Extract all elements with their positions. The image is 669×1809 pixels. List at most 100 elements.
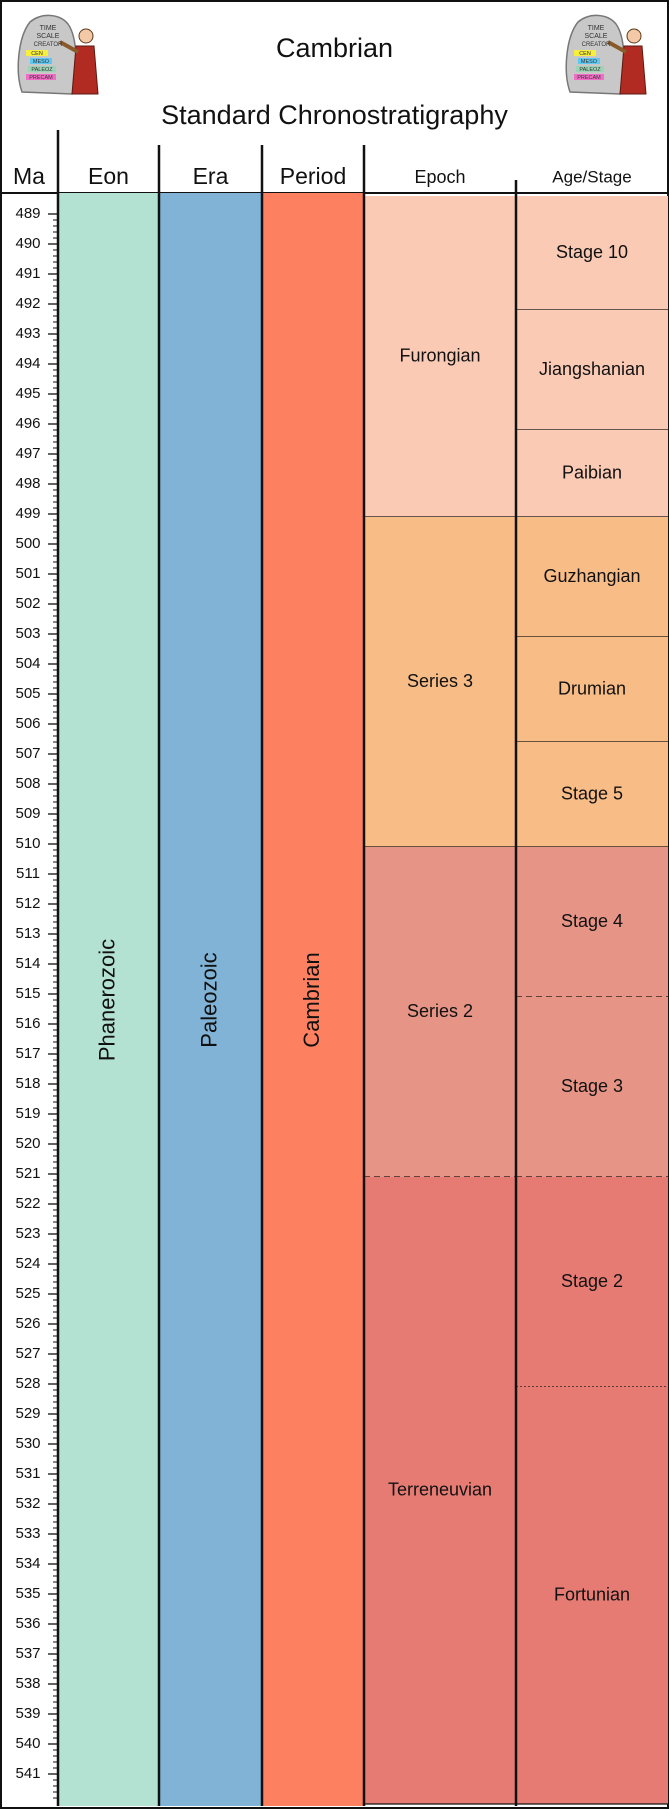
svg-text:CREATOR: CREATOR — [34, 42, 63, 48]
axis-tick-label: 540 — [15, 1735, 40, 1752]
axis-tick-label: 536 — [15, 1615, 40, 1632]
axis-tick-label: 541 — [15, 1765, 40, 1782]
axis-label-ma: Ma — [13, 163, 45, 189]
axis-tick-label: 527 — [15, 1345, 40, 1362]
axis-tick-label: 531 — [15, 1465, 40, 1482]
eon-unit-fill — [58, 193, 159, 1806]
stage-unit-3 — [516, 430, 668, 517]
time-scale-creator-logo-right: TIME SCALE CREATOR CEN MESO PALEOZ PRECA… — [565, 14, 647, 95]
svg-text:PRECAM: PRECAM — [577, 75, 601, 81]
axis-tick-label: 533 — [15, 1525, 40, 1542]
axis-tick-label: 508 — [15, 775, 40, 792]
axis-tick-label: 515 — [15, 985, 40, 1002]
axis-tick-label: 520 — [15, 1135, 40, 1152]
stage-label-5: Drumian — [558, 678, 626, 698]
svg-text:CEN: CEN — [579, 51, 591, 57]
stage-label-3: Paibian — [562, 462, 622, 482]
period-unit-fill — [262, 193, 364, 1806]
axis-tick-label: 493 — [15, 325, 40, 342]
svg-text:MESO: MESO — [581, 59, 598, 65]
axis-tick-label: 528 — [15, 1375, 40, 1392]
axis-tick-label: 499 — [15, 505, 40, 522]
axis-tick-label: 492 — [15, 295, 40, 312]
svg-text:PRECAM: PRECAM — [29, 75, 53, 81]
axis-tick-label: 494 — [15, 355, 40, 372]
period-unit-label: Cambrian — [299, 952, 324, 1047]
axis-tick-label: 516 — [15, 1015, 40, 1032]
axis-tick-label: 518 — [15, 1075, 40, 1092]
axis-tick-label: 523 — [15, 1225, 40, 1242]
stage-label-10: Fortunian — [554, 1584, 630, 1604]
axis-tick-label: 522 — [15, 1195, 40, 1212]
epoch-label-1: Furongian — [399, 345, 480, 365]
era-unit-label: Paleozoic — [196, 952, 221, 1047]
stage-unit-7 — [516, 847, 668, 997]
axis-tick-label: 521 — [15, 1165, 40, 1182]
axis-tick-label: 491 — [15, 265, 40, 282]
svg-text:CEN: CEN — [31, 51, 43, 57]
axis-tick-label: 535 — [15, 1585, 40, 1602]
chart-subtitle: Standard Chronostratigraphy — [161, 100, 508, 130]
svg-text:TIME: TIME — [588, 25, 605, 32]
axis-tick-label: 500 — [15, 535, 40, 552]
stage-label-6: Stage 5 — [561, 783, 623, 803]
svg-text:CREATOR: CREATOR — [582, 42, 611, 48]
axis-tick-label: 489 — [15, 205, 40, 222]
axis-tick-label: 507 — [15, 745, 40, 762]
stage-unit-2 — [516, 310, 668, 430]
axis-tick-label: 513 — [15, 925, 40, 942]
svg-text:SCALE: SCALE — [585, 33, 608, 40]
axis-tick-label: 490 — [15, 235, 40, 252]
axis-tick-label: 539 — [15, 1705, 40, 1722]
axis-tick-label: 509 — [15, 805, 40, 822]
time-scale-creator-logo-left: TIME SCALE CREATOR CEN MESO PALEOZ PRECA… — [17, 14, 99, 95]
axis-tick-label: 505 — [15, 685, 40, 702]
stage-unit-4 — [516, 517, 668, 637]
axis-tick-label: 514 — [15, 955, 40, 972]
epoch-unit-1 — [364, 196, 516, 517]
axis-tick-label: 530 — [15, 1435, 40, 1452]
axis-tick-label: 496 — [15, 415, 40, 432]
eon-unit-label: Phanerozoic — [94, 939, 119, 1061]
axis-tick-label: 501 — [15, 565, 40, 582]
svg-text:PALEOZ: PALEOZ — [31, 67, 53, 73]
era-unit-fill — [159, 193, 262, 1806]
column-header-eon: Eon — [88, 163, 129, 189]
axis-tick-label: 502 — [15, 595, 40, 612]
column-header-period: Period — [280, 163, 346, 189]
column-header-era: Era — [193, 163, 229, 189]
axis-tick-label: 510 — [15, 835, 40, 852]
stage-unit-5 — [516, 637, 668, 742]
axis-tick-label: 506 — [15, 715, 40, 732]
stage-unit-6 — [516, 742, 668, 847]
svg-text:TIME: TIME — [40, 25, 57, 32]
axis-tick-label: 498 — [15, 475, 40, 492]
axis-tick-label: 519 — [15, 1105, 40, 1122]
axis-tick-label: 525 — [15, 1285, 40, 1302]
svg-text:SCALE: SCALE — [37, 33, 60, 40]
epoch-label-4: Terreneuvian — [388, 1479, 492, 1499]
epoch-label-3: Series 2 — [407, 1001, 473, 1021]
stage-label-2: Jiangshanian — [539, 359, 645, 379]
axis-tick-label: 517 — [15, 1045, 40, 1062]
epoch-unit-2 — [364, 517, 516, 847]
svg-text:PALEOZ: PALEOZ — [579, 67, 601, 73]
axis-tick-label: 504 — [15, 655, 40, 672]
axis-tick-label: 534 — [15, 1555, 40, 1572]
svg-text:MESO: MESO — [33, 59, 50, 65]
axis-tick-label: 537 — [15, 1645, 40, 1662]
stage-unit-8 — [516, 997, 668, 1177]
column-header-epoch: Epoch — [414, 167, 465, 187]
stage-label-7: Stage 4 — [561, 911, 623, 931]
axis-tick-label: 532 — [15, 1495, 40, 1512]
axis-tick-label: 512 — [15, 895, 40, 912]
axis-tick-label: 511 — [16, 865, 40, 882]
axis-tick-label: 524 — [15, 1255, 40, 1272]
axis-tick-label: 497 — [15, 445, 40, 462]
stage-label-1: Stage 10 — [556, 242, 628, 262]
stage-label-4: Guzhangian — [543, 566, 640, 586]
stage-label-8: Stage 3 — [561, 1076, 623, 1096]
stage-unit-9 — [516, 1177, 668, 1387]
column-header-stage: Age/Stage — [552, 167, 631, 186]
stage-unit-1 — [516, 196, 668, 310]
